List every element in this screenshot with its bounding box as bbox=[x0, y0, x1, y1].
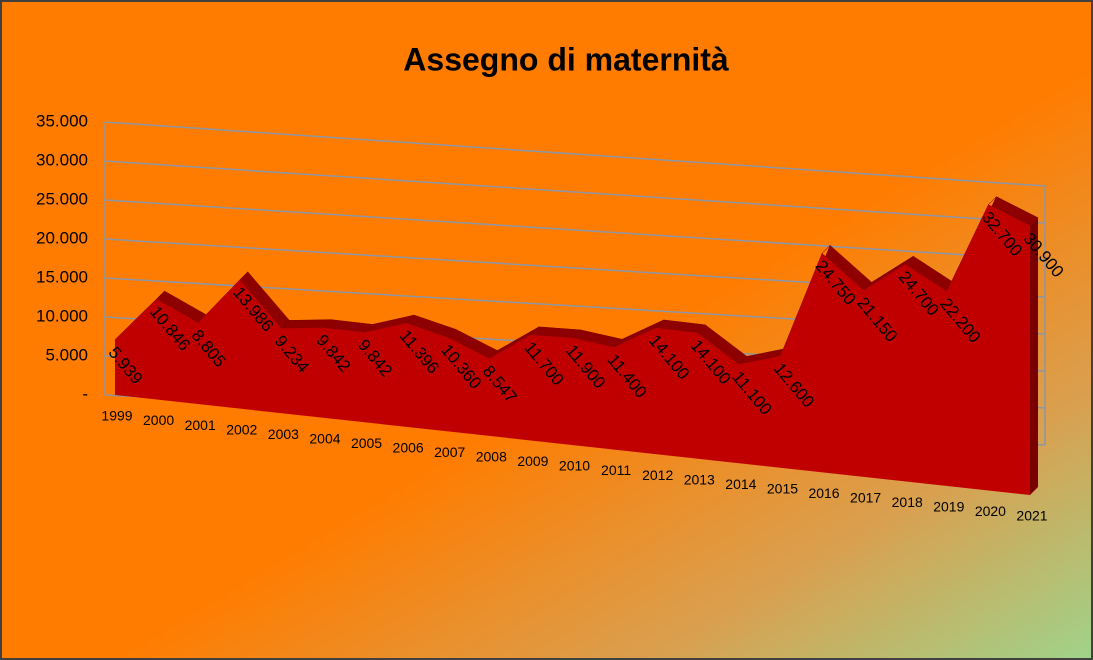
x-tick-label: 2005 bbox=[351, 435, 382, 451]
x-tick-label: 2009 bbox=[517, 453, 548, 469]
y-tick-label: - bbox=[82, 384, 88, 403]
x-tick-label: 2013 bbox=[684, 471, 715, 487]
y-tick-label: 15.000 bbox=[36, 267, 88, 286]
y-tick-label: 30.000 bbox=[36, 150, 88, 169]
grid-line bbox=[104, 121, 1046, 187]
x-tick-label: 2000 bbox=[143, 412, 174, 428]
x-tick-label: 2020 bbox=[975, 503, 1006, 519]
x-tick-label: 2002 bbox=[226, 421, 257, 437]
grid-line bbox=[104, 160, 1046, 224]
x-tick-label: 2006 bbox=[393, 440, 424, 456]
x-tick-label: 2004 bbox=[309, 430, 340, 446]
x-tick-label: 2011 bbox=[601, 462, 631, 478]
area-side bbox=[1030, 217, 1038, 495]
chart-title: Assegno di maternità bbox=[403, 41, 729, 77]
x-tick-label: 2017 bbox=[850, 490, 881, 506]
x-tick-label: 2021 bbox=[1016, 508, 1047, 524]
x-tick-label: 2018 bbox=[892, 494, 923, 510]
x-tick-label: 2015 bbox=[767, 480, 798, 496]
y-tick-label: 10.000 bbox=[36, 306, 88, 325]
x-tick-label: 2014 bbox=[725, 476, 756, 492]
y-tick-label: 20.000 bbox=[36, 228, 88, 247]
plot-area: - 5.000 10.000 15.000 20.000 25.000 30.000 35.0… bbox=[36, 111, 1067, 523]
x-tick-label: 1999 bbox=[101, 408, 132, 424]
x-tick-label: 2007 bbox=[434, 444, 465, 460]
x-tick-label: 2008 bbox=[476, 449, 507, 465]
x-tick-label: 2012 bbox=[642, 467, 673, 483]
y-tick-label: 5.000 bbox=[45, 345, 88, 364]
grid-line bbox=[104, 199, 1046, 261]
x-tick-label: 2010 bbox=[559, 458, 590, 474]
area bbox=[115, 204, 1030, 495]
x-tick-label: 2001 bbox=[185, 417, 216, 433]
x-tick-label: 2003 bbox=[268, 426, 299, 442]
y-tick-label: 25.000 bbox=[36, 189, 88, 208]
x-tick-label: 2016 bbox=[808, 485, 839, 501]
x-tick-label: 2019 bbox=[933, 499, 964, 515]
y-tick-label: 35.000 bbox=[36, 111, 88, 130]
